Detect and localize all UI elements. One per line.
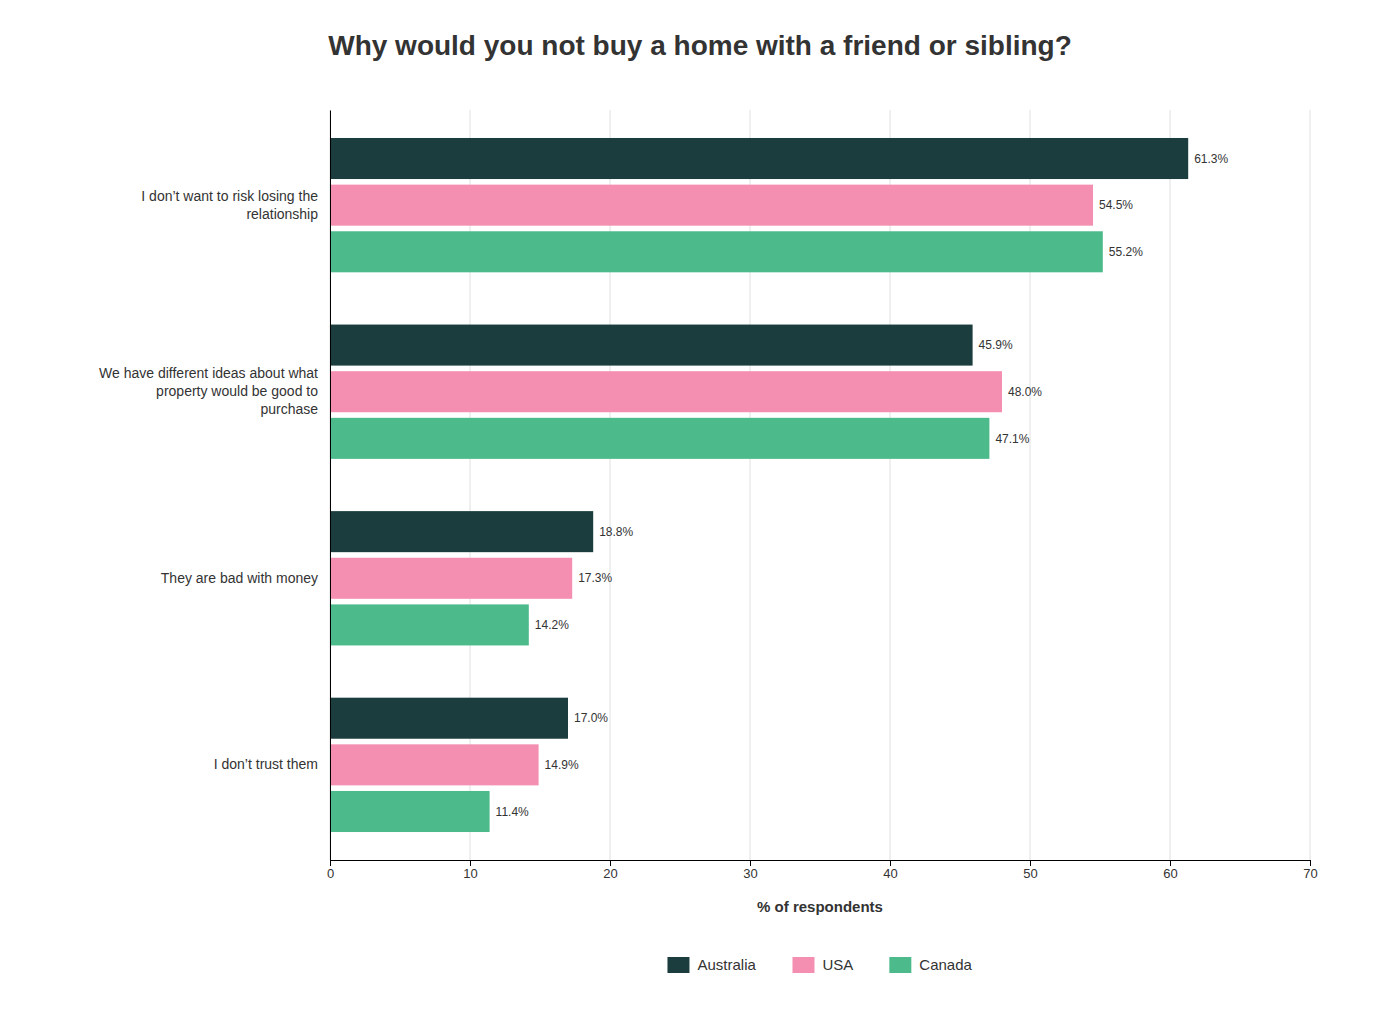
y-tick: I don’t want to risk losing the relations… — [141, 188, 318, 222]
data-label: 18.8% — [599, 525, 633, 539]
grid-line — [1170, 110, 1171, 860]
bars — [330, 138, 1188, 832]
data-label: 14.9% — [545, 758, 579, 772]
data-label: 47.1% — [995, 432, 1029, 446]
bar — [330, 371, 1002, 412]
x-tick-mark — [890, 860, 891, 866]
legend-swatch — [889, 957, 911, 973]
data-label: 55.2% — [1109, 245, 1143, 259]
x-axis-domain — [331, 861, 1311, 867]
data-label: 48.0% — [1008, 385, 1042, 399]
chart: Why would you not buy a home with a frie… — [0, 0, 1400, 1030]
x-tick-mark — [1170, 860, 1171, 866]
bar — [330, 698, 568, 739]
y-tick-label: I don’t want to risk losing the relations… — [141, 188, 318, 222]
data-label: 11.4% — [496, 805, 529, 819]
x-tick: 30 — [743, 860, 757, 881]
x-tick-mark — [610, 860, 611, 866]
bar — [330, 791, 490, 832]
x-tick-label: 50 — [1023, 866, 1037, 881]
x-tick-label: 70 — [1303, 866, 1317, 881]
bar — [330, 511, 593, 552]
data-labels: 61.3% 45.9% 18.8% 17.0% 54.5% 48.0% 17.3% 14.9%… — [496, 152, 1229, 819]
x-tick-label: 40 — [883, 866, 897, 881]
data-label: 17.0% — [574, 711, 608, 725]
y-tick-label: We have different ideas about what proper… — [99, 365, 318, 417]
x-tick: 10 — [463, 860, 477, 881]
x-tick-mark — [750, 860, 751, 866]
y-tick: We have different ideas about what proper… — [99, 365, 318, 417]
x-tick-mark — [330, 860, 331, 866]
legend-swatch — [792, 957, 814, 973]
series-bars — [330, 185, 1093, 786]
x-tick: 70 — [1303, 860, 1317, 881]
bar — [330, 418, 989, 459]
title: Why would you not buy a home with a frie… — [328, 30, 1072, 61]
data-label: 17.3% — [578, 571, 612, 585]
data-label: 54.5% — [1099, 198, 1133, 212]
x-tick-label: 20 — [603, 866, 617, 881]
y-axis-domain — [330, 111, 331, 861]
y-tick-label-line: They are bad with money — [161, 570, 318, 586]
x-tick-label: 60 — [1163, 866, 1177, 881]
bar — [330, 138, 1188, 179]
y-tick-label: I don’t trust them — [214, 756, 318, 772]
grid-line — [1310, 110, 1311, 860]
x-tick: 60 — [1163, 860, 1177, 881]
y-tick-label-line: I don’t want to risk losing the — [141, 188, 318, 204]
data-label: 14.2% — [535, 618, 569, 632]
x-tick: 0 — [327, 860, 334, 881]
series-bars — [330, 138, 1188, 739]
legend: Australia USA Canada — [667, 956, 972, 973]
grid-line — [330, 110, 331, 860]
y-tick-label-line: relationship — [246, 206, 318, 222]
legend-label: Australia — [697, 956, 756, 973]
plot: 61.3% 45.9% 18.8% 17.0% 54.5% 48.0% 17.3% 14.9%… — [99, 110, 1318, 915]
y-tick: They are bad with money — [161, 570, 318, 586]
series-bars — [330, 231, 1103, 832]
legend-item: Australia — [667, 956, 756, 973]
legend-label: USA — [822, 956, 853, 973]
y-tick: I don’t trust them — [214, 756, 318, 772]
legend-label: Canada — [919, 956, 972, 973]
x-tick: 40 — [883, 860, 897, 881]
bar — [330, 558, 572, 599]
data-label: 61.3% — [1194, 152, 1228, 166]
x-tick-mark — [1030, 860, 1031, 866]
grid — [330, 110, 1310, 860]
y-tick-label-line: We have different ideas about what — [99, 365, 318, 381]
bar — [330, 185, 1093, 226]
legend-item: Canada — [889, 956, 972, 973]
legend-swatch — [667, 957, 689, 973]
x-tick: 50 — [1023, 860, 1037, 881]
bar — [330, 231, 1103, 272]
y-tick-label: They are bad with money — [161, 570, 318, 586]
bar — [330, 604, 529, 645]
y-tick-label-line: property would be good to — [156, 383, 318, 399]
bar — [330, 325, 973, 366]
bar — [330, 744, 539, 785]
y-tick-label-line: I don’t trust them — [214, 756, 318, 772]
x-tick-label: 0 — [327, 866, 334, 881]
y-tick-label-line: purchase — [260, 401, 318, 417]
y-axis: I don’t want to risk losing the relations… — [99, 111, 330, 861]
x-axis: 0 10 20 30 40 50 60 70 — [327, 860, 1318, 881]
x-tick: 20 — [603, 860, 617, 881]
x-tick-mark — [470, 860, 471, 866]
legend-item: USA — [792, 956, 853, 973]
data-label: 45.9% — [979, 338, 1013, 352]
x-tick-label: 10 — [463, 866, 477, 881]
x-axis-title: % of respondents — [757, 898, 883, 915]
x-tick-label: 30 — [743, 866, 757, 881]
x-tick-mark — [1310, 860, 1311, 866]
